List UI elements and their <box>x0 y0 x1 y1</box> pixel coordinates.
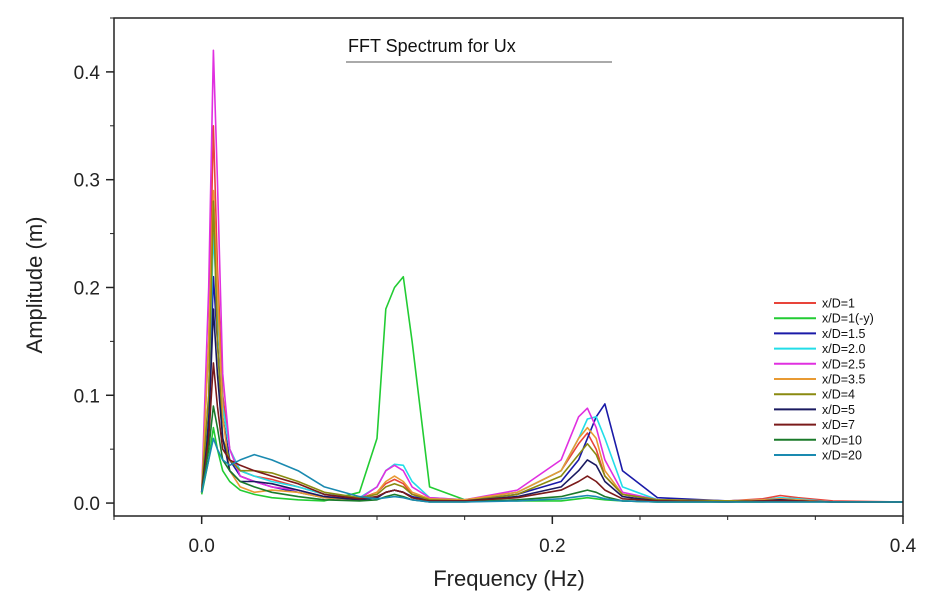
y-tick-label: 0.1 <box>74 386 100 407</box>
x-tick-label: 0.4 <box>890 536 917 557</box>
chart-title: FFT Spectrum for Ux <box>348 36 516 56</box>
legend-label: x/D=7 <box>822 418 855 432</box>
legend-label: x/D=1.5 <box>822 327 865 341</box>
legend-label: x/D=1(-y) <box>822 312 874 326</box>
y-tick-label: 0.4 <box>74 63 101 84</box>
legend-label: x/D=5 <box>822 403 855 417</box>
legend-label: x/D=1 <box>822 297 855 311</box>
plot-frame <box>113 17 904 517</box>
legend: x/D=1x/D=1(-y)x/D=1.5x/D=2.0x/D=2.5 x/D=3… <box>774 297 874 463</box>
y-tick-label: 0.0 <box>74 494 100 515</box>
legend-label: x/D=2.5 <box>822 357 865 371</box>
y-tick-label: 0.2 <box>74 278 100 299</box>
axes: 0.0 0.2 0.4 0.0 0.1 0.2 0.3 0.4 <box>74 17 917 557</box>
series-line-10 <box>200 437 903 503</box>
x-tick-label: 0.2 <box>539 536 565 557</box>
legend-label: x/D=3.5 <box>822 373 865 387</box>
plot-area <box>200 49 904 503</box>
legend-label: x/D=20 <box>822 449 862 463</box>
y-tick-label: 0.3 <box>74 171 100 192</box>
x-tick-label: 0.0 <box>188 536 214 557</box>
legend-label: x/D=2.0 <box>822 342 865 356</box>
y-axis-title: Amplitude (m) <box>22 217 47 354</box>
x-axis-title: Frequency (Hz) <box>433 566 585 591</box>
legend-label: x/D=4 <box>822 388 855 402</box>
legend-label: x/D=10 <box>822 433 862 447</box>
